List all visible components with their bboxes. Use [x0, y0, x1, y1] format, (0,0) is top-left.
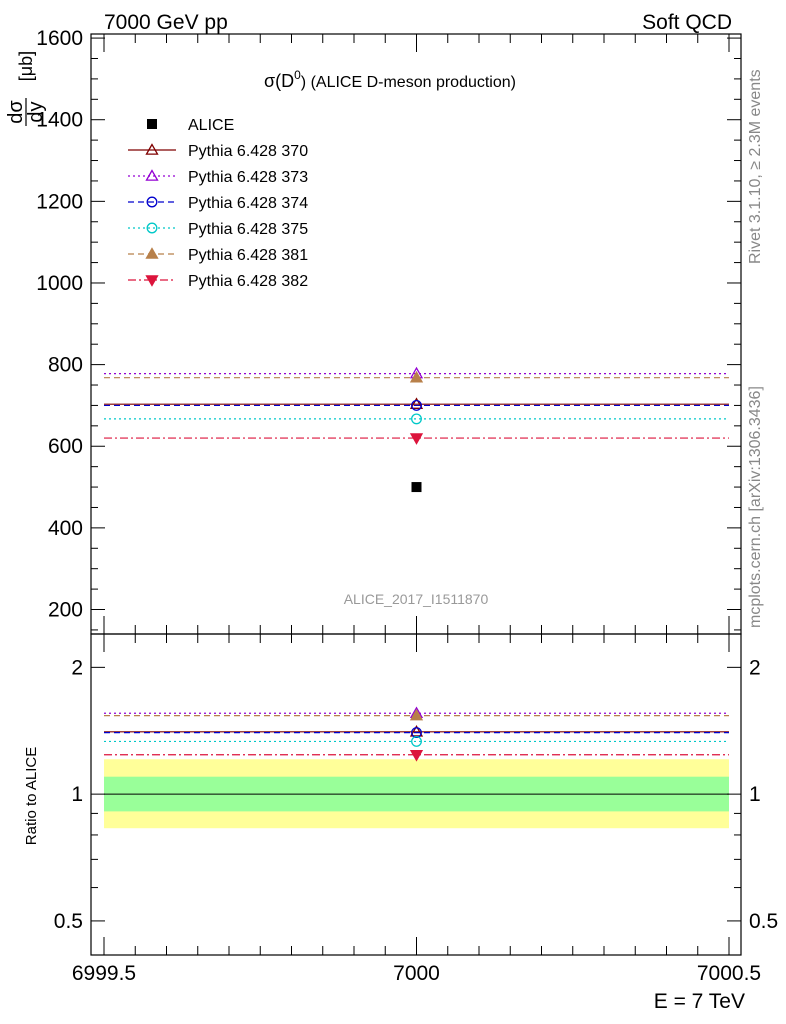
rivet-label: Rivet 3.1.10, ≥ 2.3M events: [747, 69, 764, 264]
ratio-marker-2: [411, 727, 422, 739]
ratio-ytick-label-right: 2: [749, 656, 761, 679]
ratio-ytick-label-right: 0.5: [749, 910, 778, 933]
x-tick-label: 6999.5: [72, 962, 136, 985]
axes-layer: 200 400 600 800 1000 1200 1400 1600 0.5 0.5 1 1 2 2 69…: [36, 27, 778, 985]
header-left: 7000 GeV pp: [104, 11, 228, 34]
ylabel-denominator: dy: [25, 101, 47, 122]
legend-marker: [146, 196, 158, 208]
main-ytick-label: 1400: [36, 109, 83, 132]
series-marker-0: [409, 397, 424, 409]
ratio-marker-3: [411, 735, 422, 747]
legend-marker: [145, 143, 159, 155]
x-tick-label: 7000: [393, 962, 440, 985]
legend-entry: Pythia 6.428 370: [128, 143, 308, 160]
ylabel-unit: [μb]: [16, 51, 36, 81]
legend-marker: [147, 119, 157, 129]
main-ylabel: dσ dy [μb]: [5, 51, 47, 126]
legend-label: Pythia 6.428 382: [188, 273, 308, 290]
legend-label: Pythia 6.428 370: [188, 143, 308, 160]
header-right: Soft QCD: [642, 11, 732, 34]
main-ytick-label: 800: [48, 354, 83, 377]
main-ytick-label: 600: [48, 435, 83, 458]
x-tick-label: 7000.5: [697, 962, 761, 985]
ratio-ytick-label-right: 1: [749, 783, 761, 806]
legend-label: Pythia 6.428 381: [188, 247, 308, 264]
legend-entry: Pythia 6.428 375: [128, 221, 308, 238]
ratio-ytick-label-left: 0.5: [54, 910, 83, 933]
ratio-marker-5: [409, 750, 424, 762]
legend-label: Pythia 6.428 373: [188, 169, 308, 186]
main-ytick-label: 400: [48, 517, 83, 540]
legend-entry: Pythia 6.428 374: [128, 195, 308, 212]
legend: ALICE Pythia 6.428 370 Pythia 6.428 373 Pyt…: [128, 117, 308, 290]
legend-marker: [146, 222, 158, 234]
main-series-layer: [104, 366, 729, 493]
ratio-ylabel: Ratio to ALICE: [23, 747, 40, 845]
ratio-series-layer: [104, 706, 729, 762]
legend-marker: [145, 169, 159, 181]
legend-entry: Pythia 6.428 382: [128, 273, 308, 290]
legend-label: Pythia 6.428 374: [188, 195, 308, 212]
legend-marker: [145, 247, 159, 259]
ratio-marker-4: [409, 708, 424, 721]
analysis-watermark: ALICE_2017_I1511870: [344, 591, 489, 607]
main-ytick-label: 200: [48, 599, 83, 622]
main-ytick-label: 1200: [36, 190, 83, 213]
main-ytick-label: 1000: [36, 272, 83, 295]
series-marker-2: [411, 399, 422, 411]
main-title: σ(D0) (ALICE D-meson production): [264, 68, 516, 91]
mcplots-label: mcplots.cern.ch [arXiv:1306.3436]: [747, 386, 764, 628]
legend-marker: [145, 275, 159, 287]
x-axis-label: E = 7 TeV: [654, 990, 745, 1013]
main-ytick-label: 1600: [36, 27, 83, 50]
data-point-alice: [411, 482, 422, 493]
series-marker-3: [411, 413, 422, 425]
ratio-ytick-label-left: 2: [71, 656, 83, 679]
legend-entry: Pythia 6.428 373: [128, 169, 308, 186]
legend-entry: Pythia 6.428 381: [128, 247, 308, 264]
legend-label: ALICE: [188, 117, 234, 134]
ratio-marker-0: [409, 724, 424, 737]
ratio-ytick-label-left: 1: [71, 783, 83, 806]
legend-label: Pythia 6.428 375: [188, 221, 308, 238]
series-marker-5: [409, 433, 424, 445]
ratio-uncertainty-bands: [104, 759, 729, 829]
series-marker-4: [409, 370, 424, 383]
ylabel-numerator: dσ: [5, 100, 27, 124]
legend-entry: ALICE: [147, 117, 234, 134]
